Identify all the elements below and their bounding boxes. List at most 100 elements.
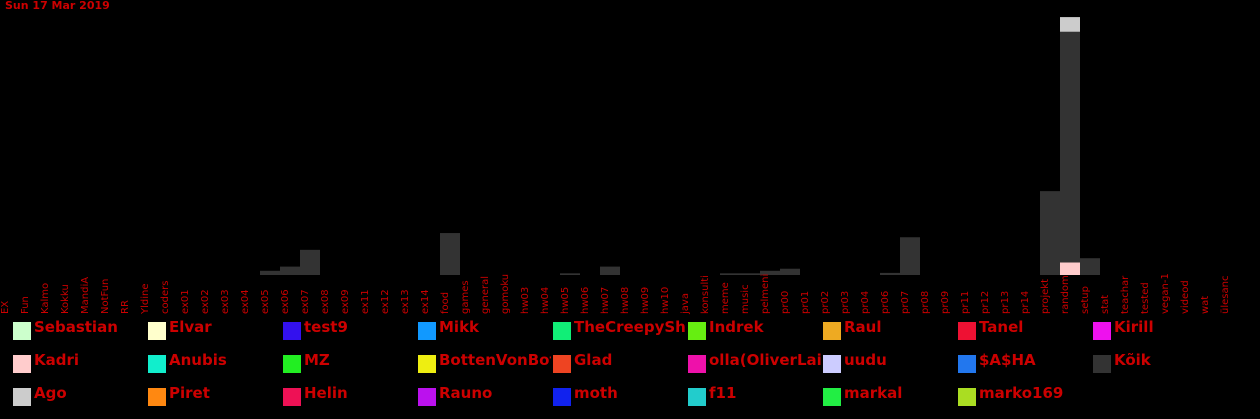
x-tick-label: gomoku xyxy=(500,274,511,314)
x-tick-label: MandiA xyxy=(80,277,91,314)
x-tick-label: meme xyxy=(720,282,731,314)
legend-label: MZ xyxy=(304,351,330,369)
x-tick-label: pr14 xyxy=(1020,291,1031,314)
x-tick-label: hw04 xyxy=(540,287,551,314)
bar-pr06-17 xyxy=(880,272,900,275)
legend-label: test9 xyxy=(304,318,348,336)
x-tick-label: wat xyxy=(1200,296,1211,314)
x-tick-label: ex06 xyxy=(280,289,291,314)
legend-swatch xyxy=(148,388,166,406)
legend-swatch xyxy=(688,388,706,406)
x-tick-label: ex13 xyxy=(400,289,411,314)
x-tick-label: vegan-1 xyxy=(1160,273,1171,314)
legend-label: Tanel xyxy=(979,318,1024,336)
x-tick-label: hw09 xyxy=(640,287,651,314)
bar-random-9 xyxy=(1060,262,1080,275)
legend-label: Kadri xyxy=(34,351,80,369)
bar-projekt-17 xyxy=(1040,191,1060,275)
x-tick-label: pelmeni xyxy=(760,274,771,314)
x-tick-label: pr00 xyxy=(780,291,791,314)
legend-swatch xyxy=(823,388,841,406)
x-tick-label: hw03 xyxy=(520,287,531,314)
x-tick-label: RR xyxy=(120,300,131,314)
legend-label: markal xyxy=(844,384,903,402)
x-tick-label: hw08 xyxy=(620,287,631,314)
legend-label: Piret xyxy=(169,384,210,402)
legend-label: Raul xyxy=(844,318,882,336)
x-tick-label: tested xyxy=(1140,282,1151,314)
x-tick-label: hw10 xyxy=(660,287,671,314)
bar-pelmeni-17 xyxy=(760,270,780,275)
legend-swatch xyxy=(958,388,976,406)
x-tick-label: ex01 xyxy=(180,289,191,314)
legend-label: Kõik xyxy=(1114,351,1151,369)
legend-label: Sebastian xyxy=(34,318,118,336)
legend-label: BottenVonBot xyxy=(439,351,551,369)
legend-swatch xyxy=(1093,355,1111,373)
x-tick-label: teachar xyxy=(1120,275,1131,314)
legend-swatch xyxy=(823,355,841,373)
bar-random-18 xyxy=(1060,17,1080,32)
legend-label: $A$HA xyxy=(979,351,1036,369)
x-tick-label: pr01 xyxy=(800,291,811,314)
x-tick-label: pr12 xyxy=(980,291,991,314)
x-tick-label: games xyxy=(460,280,471,314)
x-tick-label: videod xyxy=(1180,280,1191,314)
x-tick-label: Kokku xyxy=(60,284,71,314)
x-axis-labels: EX Fun Kalmo Kokku MandiA NotFun RR Yldine coder… xyxy=(0,273,1231,315)
stacked-bar-chart: EX Fun Kalmo Kokku MandiA NotFun RR Yldine coder… xyxy=(0,17,1231,315)
legend-swatch xyxy=(13,355,31,373)
bar-pr00-17 xyxy=(780,268,800,275)
legend-swatch xyxy=(958,322,976,340)
legend-label: Anubis xyxy=(169,351,227,369)
x-tick-label: ex12 xyxy=(380,289,391,314)
x-tick-label: pr04 xyxy=(860,291,871,314)
x-tick-label: ex03 xyxy=(220,289,231,314)
x-tick-label: pr03 xyxy=(840,291,851,314)
bar-food-17 xyxy=(440,233,460,275)
legend-label: Indrek xyxy=(709,318,764,336)
legend-label: marko169 xyxy=(979,384,1064,402)
legend-swatch xyxy=(418,322,436,340)
x-tick-label: projekt xyxy=(1040,279,1051,314)
bar-ex05-17 xyxy=(260,270,280,275)
x-tick-label: food xyxy=(440,292,451,314)
legend-label: TheCreepySheep xyxy=(574,318,686,336)
bar-hw07-17 xyxy=(600,266,620,275)
legend-swatch xyxy=(283,322,301,340)
x-tick-label: setup xyxy=(1080,286,1091,314)
x-tick-label: pr06 xyxy=(880,291,891,314)
x-tick-label: NotFun xyxy=(100,279,111,314)
legend-swatch xyxy=(553,322,571,340)
x-tick-label: ex11 xyxy=(360,289,371,314)
x-tick-label: ex04 xyxy=(240,289,251,314)
x-tick-label: ex05 xyxy=(260,289,271,314)
x-tick-label: general xyxy=(480,276,491,314)
x-tick-label: pr09 xyxy=(940,291,951,314)
x-tick-label: coders xyxy=(160,281,171,314)
legend-swatch xyxy=(688,355,706,373)
bar-pr07-17 xyxy=(900,237,920,275)
bar-random-17 xyxy=(1060,31,1080,263)
legend-swatch xyxy=(418,355,436,373)
x-tick-label: ex09 xyxy=(340,289,351,314)
legend-label: uudu xyxy=(844,351,887,369)
bar-meme-17 xyxy=(720,273,740,275)
bar-ex06-17 xyxy=(280,266,300,275)
x-tick-label: ex14 xyxy=(420,289,431,314)
legend-label: Mikk xyxy=(439,318,480,336)
x-tick-label: pr02 xyxy=(820,291,831,314)
x-tick-label: hw05 xyxy=(560,287,571,314)
legend-swatch xyxy=(148,355,166,373)
bar-music-17 xyxy=(740,273,760,275)
x-tick-label: java xyxy=(680,293,691,315)
legend-swatch xyxy=(283,355,301,373)
x-tick-label: ex02 xyxy=(200,289,211,314)
legend-swatch xyxy=(13,322,31,340)
x-tick-label: hw06 xyxy=(580,287,591,314)
legend-swatch xyxy=(823,322,841,340)
bar-hw05-17 xyxy=(560,273,580,275)
x-tick-label: pr13 xyxy=(1000,291,1011,314)
legend: Sebastian Elvar test9 Mikk TheCreepySheep Ind… xyxy=(0,318,1260,418)
legend-label: Ago xyxy=(34,384,67,402)
